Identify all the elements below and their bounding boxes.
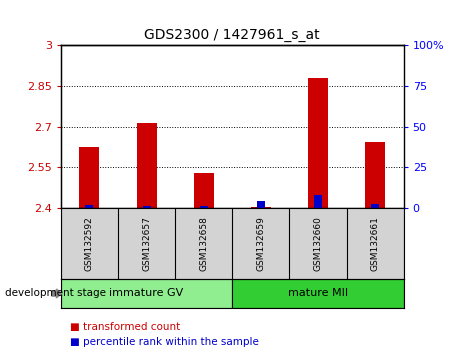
Title: GDS2300 / 1427961_s_at: GDS2300 / 1427961_s_at — [144, 28, 320, 41]
Bar — [232, 279, 404, 308]
Bar — [200, 206, 208, 208]
Bar — [61, 279, 232, 308]
Text: GSM132658: GSM132658 — [199, 216, 208, 271]
Text: immature GV: immature GV — [110, 289, 184, 298]
Text: GSM132657: GSM132657 — [142, 216, 151, 271]
Text: GSM132661: GSM132661 — [371, 216, 380, 271]
Bar — [257, 201, 265, 208]
Text: GSM132660: GSM132660 — [313, 216, 322, 271]
Bar — [251, 207, 271, 208]
Bar — [314, 195, 322, 208]
Bar — [194, 173, 214, 208]
Text: GSM132659: GSM132659 — [256, 216, 265, 271]
Bar — [371, 204, 379, 208]
Text: GSM132592: GSM132592 — [85, 216, 94, 271]
Text: ■ percentile rank within the sample: ■ percentile rank within the sample — [70, 337, 259, 347]
Text: ■ transformed count: ■ transformed count — [70, 322, 180, 332]
Bar — [137, 124, 156, 208]
Text: mature MII: mature MII — [288, 289, 348, 298]
Bar — [365, 142, 385, 208]
Text: development stage: development stage — [5, 289, 106, 298]
Bar — [79, 147, 99, 208]
Bar — [85, 205, 93, 208]
Bar — [143, 206, 151, 208]
Bar — [308, 78, 328, 208]
